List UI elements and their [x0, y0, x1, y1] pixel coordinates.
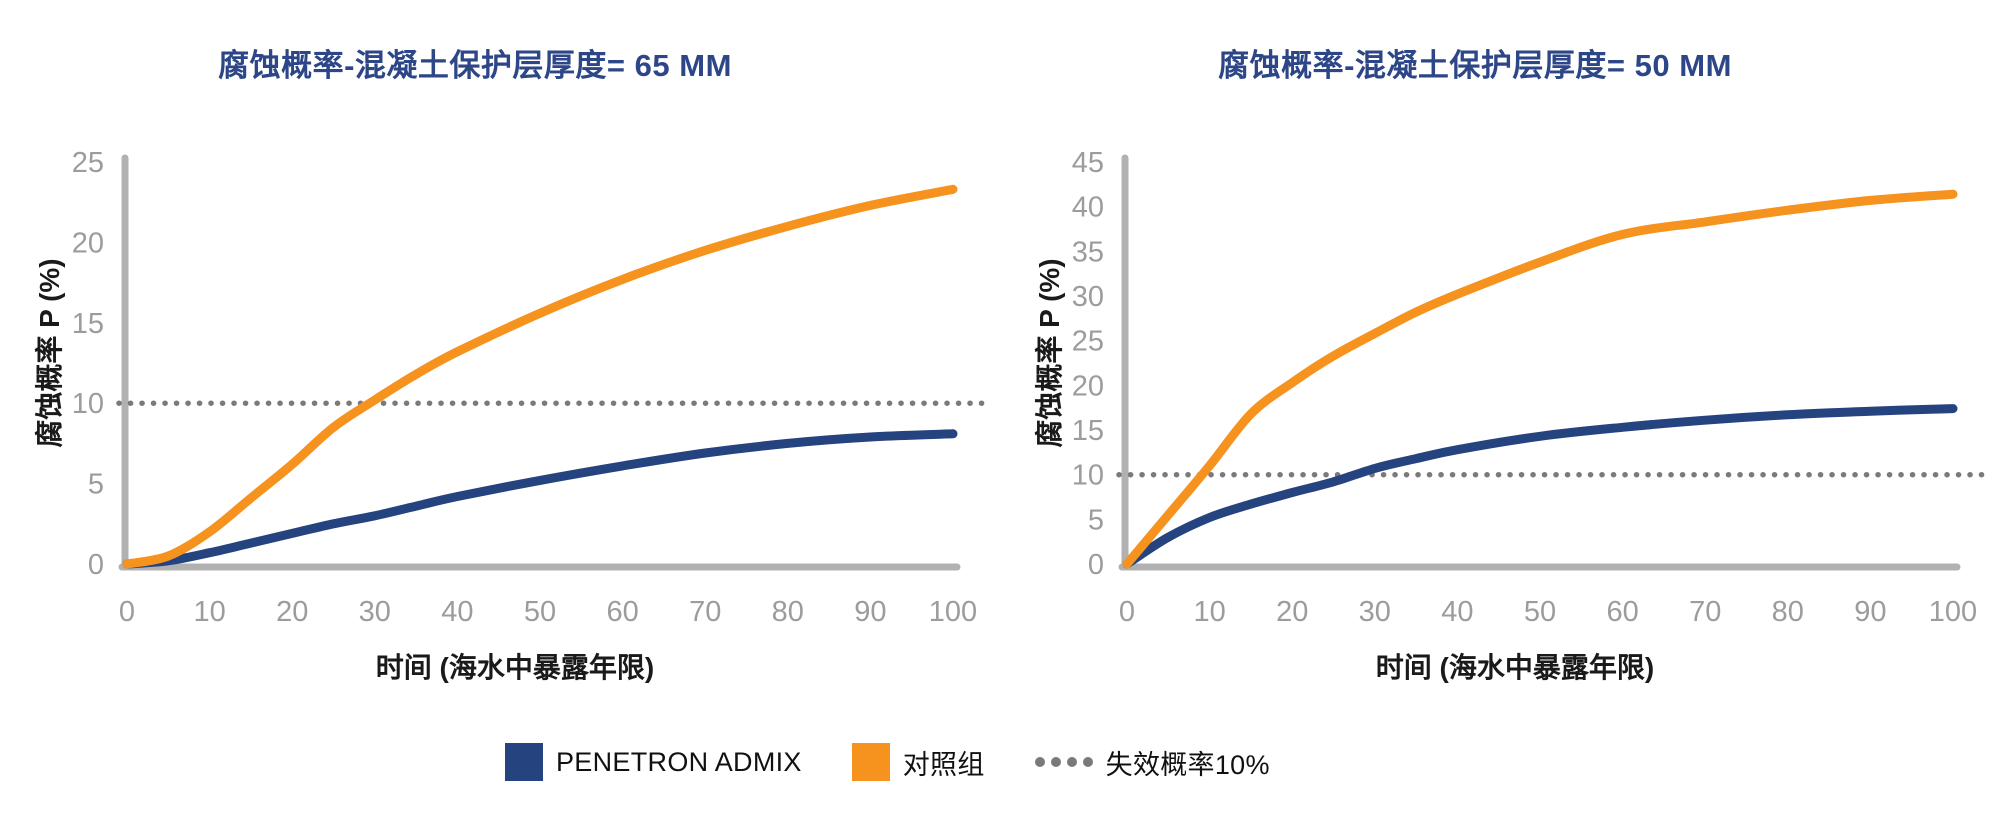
y-tick-label: 25 — [72, 147, 104, 179]
x-tick-label: 20 — [1276, 596, 1308, 628]
x-tick-label: 80 — [772, 596, 804, 628]
x-tick-label: 10 — [193, 596, 225, 628]
line-plot-50mm: 0 5 10 15 20 25 30 35 40 45 0 10 20 30 40 50 60 70 80 90 100 — [1072, 147, 1989, 628]
x-tick-label: 0 — [1119, 596, 1135, 628]
x-tick-label: 80 — [1772, 596, 1804, 628]
legend-item-penetron-admix: PENETRON ADMIX — [505, 743, 802, 781]
y-tick-label: 10 — [72, 388, 104, 420]
series-curve — [122, 184, 958, 569]
y-tick-label: 5 — [88, 469, 104, 501]
y-tick-label: 25 — [1072, 326, 1104, 358]
x-tick-label: 90 — [854, 596, 886, 628]
legend-label-failure-threshold: 失效概率10% — [1105, 749, 1270, 780]
series-curve — [1122, 404, 1958, 569]
legend: PENETRON ADMIX 对照组 失效概率10% — [505, 740, 1270, 784]
y-tick-label: 0 — [1088, 549, 1104, 581]
y-tick-label: 30 — [1072, 281, 1104, 313]
x-tick-label: 10 — [1193, 596, 1225, 628]
series-curve — [122, 429, 958, 569]
blue-square-swatch — [505, 743, 543, 781]
legend-label-penetron-admix: PENETRON ADMIX — [556, 746, 802, 777]
x-tick-label: 30 — [1359, 596, 1391, 628]
y-tick-label: 35 — [1072, 236, 1104, 268]
y-tick-label: 15 — [1072, 415, 1104, 447]
x-tick-label: 90 — [1854, 596, 1886, 628]
x-tick-label: 70 — [689, 596, 721, 628]
chart-65mm: 腐蚀概率-混凝土保护层厚度= 65 MM 腐蚀概率 P (%) 0 5 10 15 20… — [0, 0, 1000, 705]
x-axis-title: 时间 (海水中暴露年限) — [375, 652, 655, 683]
x-tick-label: 100 — [929, 596, 977, 628]
y-tick-label: 40 — [1072, 192, 1104, 224]
chart-title-50mm: 腐蚀概率-混凝土保护层厚度= 50 MM — [1218, 48, 1732, 83]
y-tick-label: 45 — [1072, 147, 1104, 179]
x-tick-label: 20 — [276, 596, 308, 628]
y-tick-label: 20 — [1072, 370, 1104, 402]
legend-item-failure-threshold: 失效概率10% — [1034, 743, 1270, 782]
x-tick-label: 30 — [359, 596, 391, 628]
y-tick-label: 20 — [72, 227, 104, 259]
y-tick-label: 0 — [88, 549, 104, 581]
x-tick-label: 100 — [1929, 596, 1977, 628]
dotted-line-swatch — [1034, 757, 1093, 767]
y-tick-label: 5 — [1088, 504, 1104, 536]
chart-title-65mm: 腐蚀概率-混凝土保护层厚度= 65 MM — [218, 48, 732, 83]
x-tick-label: 60 — [1606, 596, 1638, 628]
x-tick-label: 40 — [1441, 596, 1473, 628]
orange-square-swatch — [851, 743, 890, 781]
x-tick-label: 70 — [1689, 596, 1721, 628]
x-tick-label: 50 — [524, 596, 556, 628]
legend-item-control-group: 对照组 — [851, 743, 985, 782]
y-tick-label: 10 — [1072, 460, 1104, 492]
x-tick-label: 40 — [441, 596, 473, 628]
x-axis-title: 时间 (海水中暴露年限) — [1375, 652, 1655, 683]
x-tick-label: 60 — [606, 596, 638, 628]
x-tick-label: 0 — [119, 596, 135, 628]
chart-50mm: 腐蚀概率-混凝土保护层厚度= 50 MM 腐蚀概率 P (%) 0 5 10 15 20… — [1000, 0, 2000, 705]
legend-label-control-group: 对照组 — [902, 749, 985, 780]
line-plot-65mm: 0 5 10 15 20 25 0 10 20 30 40 50 60 70 80 90 100 — [72, 147, 989, 628]
x-tick-label: 50 — [1524, 596, 1556, 628]
series-curve — [1122, 189, 1958, 569]
y-tick-label: 15 — [72, 308, 104, 340]
